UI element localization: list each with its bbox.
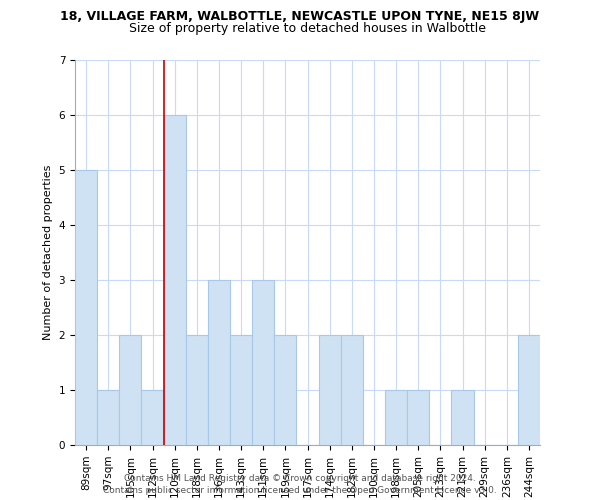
Y-axis label: Number of detached properties: Number of detached properties [43, 165, 53, 340]
Bar [518, 335, 540, 445]
Bar [186, 335, 208, 445]
Text: Contains HM Land Registry data © Crown copyright and database right 2024.
Contai: Contains HM Land Registry data © Crown c… [103, 474, 497, 495]
Bar [75, 170, 97, 445]
Bar [407, 390, 429, 445]
Bar [385, 390, 407, 445]
Title: Size of property relative to detached houses in Walbottle: Size of property relative to detached ho… [129, 22, 486, 35]
Bar [230, 335, 252, 445]
Bar [274, 335, 296, 445]
Bar [252, 280, 274, 445]
Bar [208, 280, 230, 445]
Bar [97, 390, 119, 445]
Bar [142, 390, 164, 445]
Bar [341, 335, 363, 445]
Text: 18, VILLAGE FARM, WALBOTTLE, NEWCASTLE UPON TYNE, NE15 8JW: 18, VILLAGE FARM, WALBOTTLE, NEWCASTLE U… [61, 10, 539, 23]
Bar [319, 335, 341, 445]
Bar [164, 115, 186, 445]
Bar [119, 335, 142, 445]
Bar [451, 390, 473, 445]
